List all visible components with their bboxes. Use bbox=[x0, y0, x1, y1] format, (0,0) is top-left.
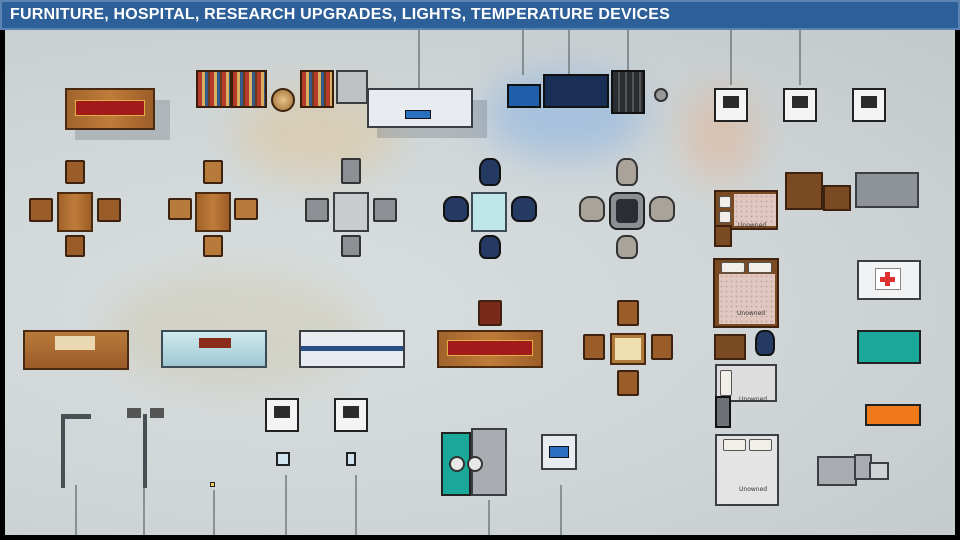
floor-light[interactable] bbox=[210, 482, 215, 487]
wall-lamp[interactable] bbox=[346, 452, 356, 466]
bed-double[interactable]: Unowned bbox=[714, 190, 778, 230]
small-device[interactable] bbox=[869, 462, 889, 480]
dining-table-metal[interactable] bbox=[333, 192, 369, 232]
surgical-lamp[interactable] bbox=[467, 456, 483, 472]
chair-office-beige[interactable] bbox=[616, 158, 638, 186]
fan-icon[interactable] bbox=[654, 88, 668, 102]
stretcher-orange[interactable] bbox=[865, 404, 921, 426]
hospital-bed[interactable] bbox=[857, 260, 921, 300]
street-light-arm bbox=[61, 414, 91, 419]
bed-single-metal[interactable]: Unowned bbox=[715, 364, 777, 403]
street-light-head bbox=[127, 408, 141, 418]
chair-wood[interactable] bbox=[583, 334, 605, 360]
chair-wood[interactable] bbox=[651, 334, 673, 360]
research-device-icon[interactable] bbox=[265, 398, 299, 432]
wood-display-table[interactable] bbox=[65, 88, 155, 130]
locker-small[interactable] bbox=[715, 396, 731, 428]
glass-counter[interactable] bbox=[161, 330, 267, 368]
research-terminal[interactable] bbox=[507, 84, 541, 108]
dining-table-glass[interactable] bbox=[471, 192, 507, 232]
chair-wood[interactable] bbox=[65, 235, 85, 257]
wood-counter[interactable] bbox=[23, 330, 129, 370]
chair-wood[interactable] bbox=[203, 235, 223, 257]
chair-red-cushion[interactable] bbox=[478, 300, 502, 326]
section-banner: FURNITURE, HOSPITAL, RESEARCH UPGRADES, … bbox=[0, 0, 960, 30]
dining-table-octagon[interactable] bbox=[609, 192, 645, 230]
bed-double[interactable]: Unowned bbox=[713, 258, 779, 328]
dining-table-small[interactable] bbox=[610, 333, 646, 365]
bookshelf[interactable] bbox=[196, 70, 232, 108]
bed-owner-label: Unowned bbox=[738, 222, 767, 229]
globe[interactable] bbox=[271, 88, 295, 112]
lockers[interactable] bbox=[855, 172, 919, 208]
bed-owner-label: Unowned bbox=[739, 486, 768, 493]
chair-office-beige[interactable] bbox=[649, 196, 675, 222]
temperature-device-icon[interactable] bbox=[714, 88, 748, 122]
dining-table-wood[interactable] bbox=[195, 192, 231, 232]
dresser[interactable] bbox=[823, 185, 851, 211]
chair-metal[interactable] bbox=[305, 198, 329, 222]
bookshelf[interactable] bbox=[300, 70, 334, 108]
research-console[interactable] bbox=[543, 74, 609, 108]
research-device-icon[interactable] bbox=[334, 398, 368, 432]
white-counter[interactable] bbox=[299, 330, 405, 368]
chair-wood[interactable] bbox=[168, 198, 192, 220]
chair-wood[interactable] bbox=[97, 198, 121, 222]
chair-office-navy[interactable] bbox=[443, 196, 469, 222]
medical-cabinet[interactable] bbox=[817, 456, 857, 486]
bed-owner-label: Unowned bbox=[737, 310, 766, 317]
chair-wood[interactable] bbox=[617, 370, 639, 396]
dining-table-wood[interactable] bbox=[57, 192, 93, 232]
dresser[interactable] bbox=[785, 172, 823, 210]
chair-office-navy[interactable] bbox=[479, 158, 501, 186]
chair-wood[interactable] bbox=[65, 160, 85, 184]
chair-office-navy[interactable] bbox=[511, 196, 537, 222]
temperature-device-icon[interactable] bbox=[783, 88, 817, 122]
surgical-lamp[interactable] bbox=[449, 456, 465, 472]
chair-office-navy[interactable] bbox=[479, 235, 501, 259]
chair-wood[interactable] bbox=[203, 160, 223, 184]
bookshelf[interactable] bbox=[231, 70, 267, 108]
chair-office-beige[interactable] bbox=[579, 196, 605, 222]
chair-office-navy[interactable] bbox=[755, 330, 775, 356]
chair-metal[interactable] bbox=[341, 158, 361, 184]
bed-double-metal[interactable]: Unowned bbox=[715, 434, 779, 506]
medical-bed-teal[interactable] bbox=[857, 330, 921, 364]
research-bench[interactable] bbox=[367, 88, 473, 128]
nightstand[interactable] bbox=[714, 225, 732, 247]
chair-office-beige[interactable] bbox=[616, 235, 638, 259]
floor-area: Unowned Unowned Unowned Unowned bbox=[5, 30, 955, 535]
street-light[interactable] bbox=[61, 414, 65, 488]
chair-metal[interactable] bbox=[373, 198, 397, 222]
medical-monitor[interactable] bbox=[541, 434, 577, 470]
street-light-double[interactable] bbox=[143, 414, 147, 488]
chair-wood[interactable] bbox=[617, 300, 639, 326]
wood-display-table[interactable] bbox=[437, 330, 543, 368]
bed-owner-label: Unowned bbox=[739, 396, 768, 403]
nightstand[interactable] bbox=[714, 334, 746, 360]
server-rack[interactable] bbox=[611, 70, 645, 114]
filing-cabinet[interactable] bbox=[336, 70, 368, 104]
street-light-head bbox=[150, 408, 164, 418]
chair-metal[interactable] bbox=[341, 235, 361, 257]
chair-wood[interactable] bbox=[234, 198, 258, 220]
chair-wood[interactable] bbox=[29, 198, 53, 222]
wall-lamp[interactable] bbox=[276, 452, 290, 466]
temperature-device-icon[interactable] bbox=[852, 88, 886, 122]
